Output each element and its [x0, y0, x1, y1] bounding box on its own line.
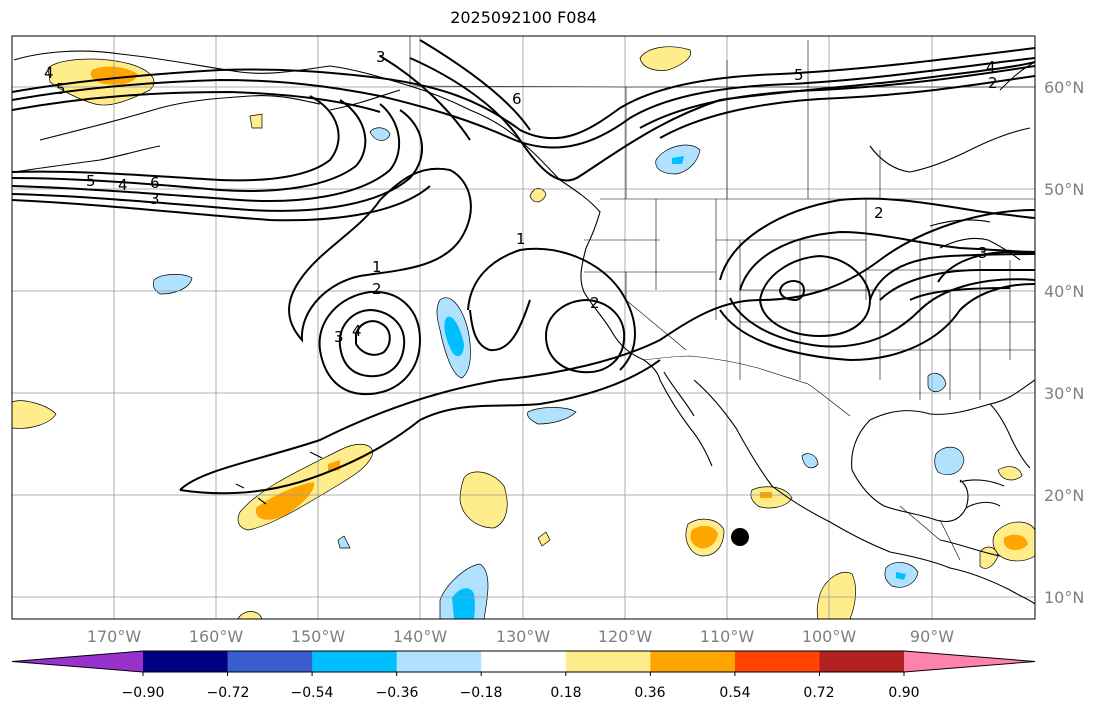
lat-label: 40°N [1044, 282, 1084, 301]
colorbar [11, 650, 1036, 676]
colorbar-tick-label: 0.36 [634, 685, 665, 701]
lon-label: 160°W [189, 627, 244, 646]
contour-label: 2 [988, 74, 998, 92]
lon-label: 120°W [598, 627, 653, 646]
contour-label: 4 [352, 322, 362, 340]
colorbar-segment [650, 651, 736, 672]
contour-label: 1 [516, 230, 526, 248]
lat-label: 30°N [1044, 384, 1084, 403]
colorbar-segment [143, 651, 229, 672]
lon-label: 140°W [393, 627, 448, 646]
lon-label: 100°W [802, 627, 857, 646]
contour-label: 5 [794, 66, 804, 84]
storm-position-marker [731, 528, 749, 546]
contour-label: 5 [86, 172, 96, 190]
colorbar-tick-labels: −0.90 −0.72 −0.54 −0.36 −0.18 0.18 0.36 … [122, 685, 920, 701]
contour-label: 6 [512, 90, 522, 108]
contour-label: 3 [376, 48, 386, 66]
colorbar-extension-min [12, 651, 143, 672]
lon-label: 170°W [87, 627, 142, 646]
contour-labels: 4 5 5 4 6 3 3 5 6 4 2 1 1 2 3 4 2 2 3 [44, 48, 998, 346]
colorbar-extension-max [904, 651, 1035, 672]
colorbar-tick-label: 0.90 [888, 685, 919, 701]
lon-label: 90°W [910, 627, 954, 646]
contour-label: 4 [118, 176, 128, 194]
latitude-labels: 60°N 50°N 40°N 30°N 20°N 10°N [1044, 78, 1084, 607]
longitude-labels: 170°W 160°W 150°W 140°W 130°W 120°W 110°… [87, 627, 954, 646]
map-panel: 4 5 5 4 6 3 3 5 6 4 2 1 1 2 3 4 2 2 3 [12, 36, 1035, 619]
contour-label: 3 [334, 328, 344, 346]
lat-label: 20°N [1044, 486, 1084, 505]
colorbar-tick-label: −0.18 [460, 685, 503, 701]
lat-label: 50°N [1044, 180, 1084, 199]
contour-label: 3 [150, 190, 160, 208]
colorbar-tick-label: −0.54 [291, 685, 334, 701]
colorbar-tick-label: 0.54 [719, 685, 750, 701]
coastlines [13, 50, 1035, 605]
contour-label: 3 [978, 244, 988, 262]
shaded-anomalies [12, 46, 1035, 619]
lat-label: 60°N [1044, 78, 1084, 97]
colorbar-tick-label: −0.36 [376, 685, 419, 701]
colorbar-segment [734, 651, 820, 672]
contour-label: 2 [874, 204, 884, 222]
colorbar-tick-label: 0.72 [803, 685, 834, 701]
colorbar-segment [396, 651, 482, 672]
colorbar-tick-label: 0.18 [550, 685, 581, 701]
lon-label: 110°W [700, 627, 755, 646]
colorbar-tick-label: −0.90 [122, 685, 165, 701]
contour-label: 1 [372, 258, 382, 276]
height-contours [12, 39, 1035, 495]
map-frame [11, 35, 1036, 620]
lon-label: 130°W [496, 627, 551, 646]
lat-label: 10°N [1044, 588, 1084, 607]
colorbar-segment [227, 651, 313, 672]
map-title: 2025092100 F084 [450, 8, 597, 27]
contour-label: 4 [44, 64, 54, 82]
lon-label: 150°W [291, 627, 346, 646]
colorbar-tick-label: −0.72 [207, 685, 250, 701]
contour-label: 2 [590, 294, 600, 312]
contour-label: 2 [372, 280, 382, 298]
contour-label: 5 [56, 80, 66, 98]
colorbar-segment [312, 651, 398, 672]
contour-label: 4 [986, 58, 996, 76]
colorbar-segment [481, 651, 567, 672]
colorbar-segment [565, 651, 651, 672]
contour-label: 6 [150, 174, 160, 192]
colorbar-segment [819, 651, 905, 672]
